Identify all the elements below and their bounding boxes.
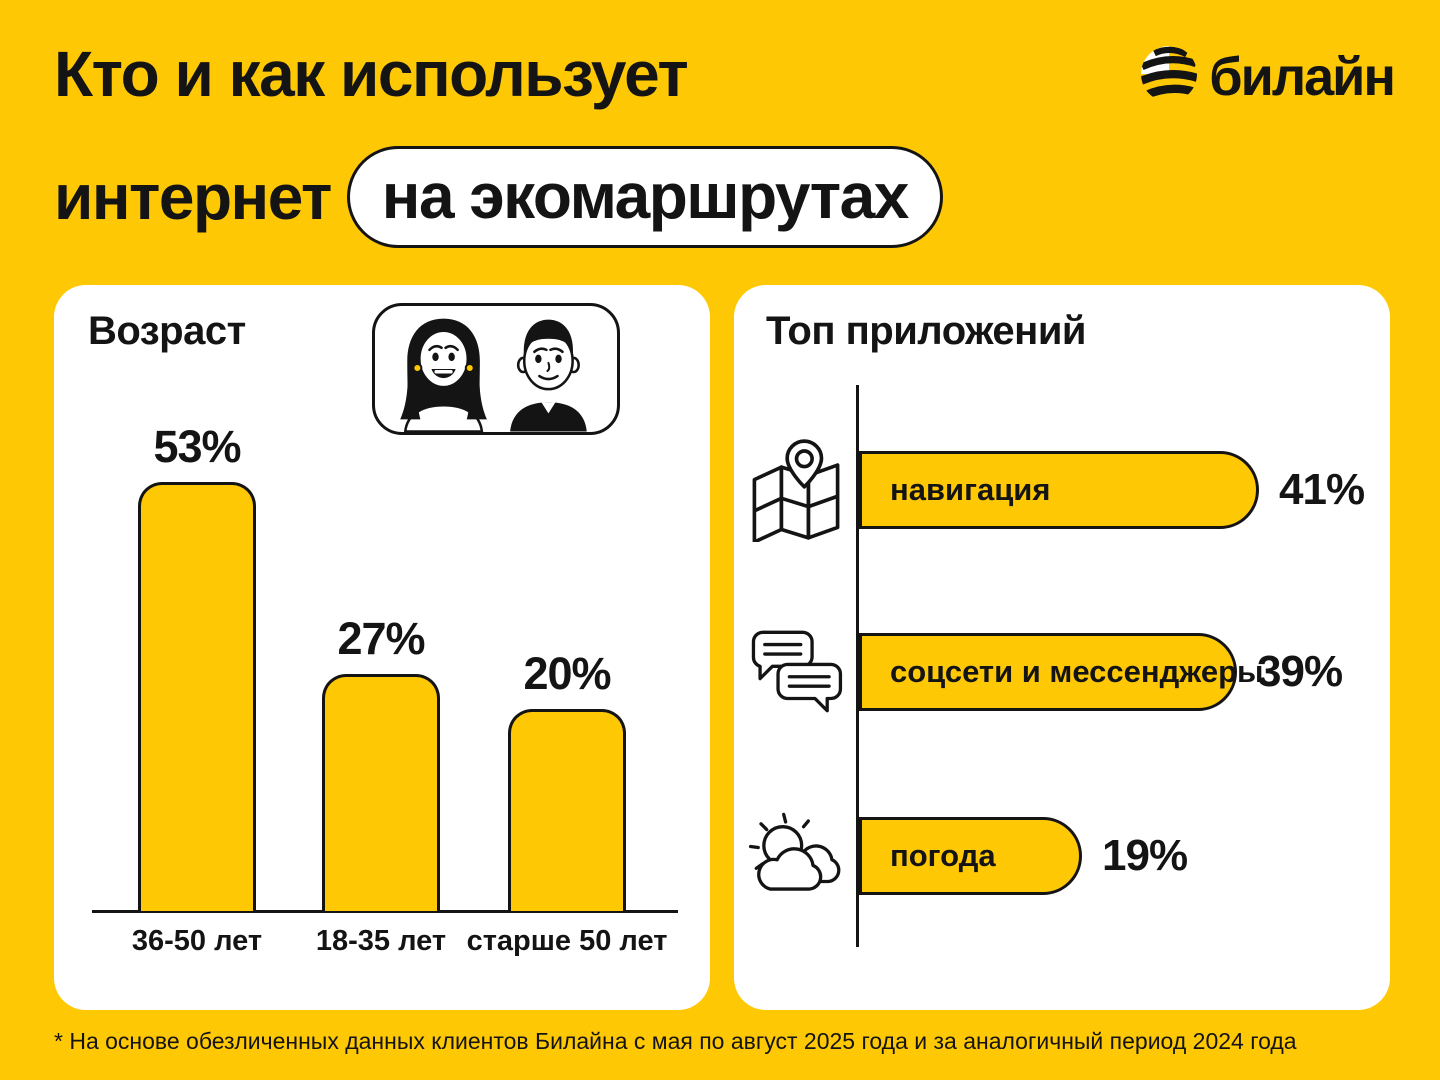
beeline-striped-sphere-icon [1141,46,1198,107]
sun-clouds-icon [744,804,848,908]
app-bar: соцсети и мессенджеры [859,633,1264,711]
age-category-label: 36-50 лет [131,925,263,957]
age-category-label: старше 50 лет [466,925,668,957]
app-bar: погода [859,817,1082,895]
page-title-line-2: интернет на экомаршрутах [54,146,943,248]
app-bar-value-label: 41% [1279,465,1365,514]
page-title-line-1: Кто и как использует [54,38,689,110]
app-bar-value-label: 19% [1102,831,1188,880]
app-bar: навигация [859,451,1259,529]
two-faces-illustration [372,303,620,435]
app-bar-label: погода [890,838,996,873]
age-bar-36-50: 53% [138,421,256,911]
chat-bubbles-icon [744,620,848,724]
age-chart-title: Возраст [88,309,246,353]
age-category-label: 18-35 лет [315,925,447,957]
top-apps-chart-card: Топ приложений [734,285,1390,1010]
app-bar-label: навигация [890,472,1051,507]
app-row-weather: погода 19% [859,817,1188,895]
beeline-logo: билайн [1141,46,1396,107]
age-bar-value-label: 27% [337,613,425,664]
age-chart-baseline [92,910,678,913]
beeline-logo-text: билайн [1209,46,1396,107]
age-chart-card: Возраст [54,285,710,1010]
app-row-navigation: навигация 41% [859,451,1365,529]
top-apps-chart-axis [856,385,859,947]
age-bar-value-label: 20% [523,648,611,699]
age-bar-over-50: 20% [508,648,626,911]
age-bar-18-35: 27% [322,613,440,911]
app-bar-label: соцсети и мессенджеры [890,654,1264,689]
app-row-social: соцсети и мессенджеры 39% [859,633,1343,711]
top-apps-chart-title: Топ приложений [766,309,1087,353]
age-bar [322,674,440,911]
page-title-line-2-text: интернет [54,161,332,233]
app-bar-value-label: 39% [1257,647,1343,696]
woman-and-man-faces-icon [400,318,587,432]
age-bar [138,482,256,911]
age-bar [508,709,626,911]
footnote: * На основе обезличенных данных клиентов… [54,1028,1297,1054]
age-bar-value-label: 53% [153,421,241,472]
map-location-icon [744,438,848,542]
title-highlight-pill: на экомаршрутах [346,146,943,248]
